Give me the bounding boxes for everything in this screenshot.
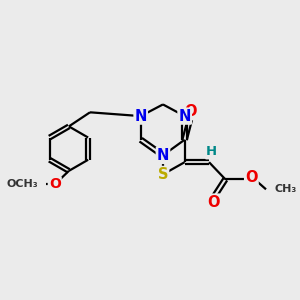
Text: OCH₃: OCH₃ — [6, 179, 38, 189]
Text: O: O — [207, 195, 219, 210]
Text: N: N — [134, 109, 147, 124]
Text: H: H — [206, 146, 217, 158]
Text: O: O — [245, 170, 258, 185]
Text: N: N — [178, 109, 191, 124]
Text: O: O — [184, 104, 197, 119]
Text: S: S — [158, 167, 168, 182]
Text: N: N — [157, 148, 169, 163]
Text: O: O — [49, 177, 61, 191]
Text: CH₃: CH₃ — [275, 184, 297, 194]
